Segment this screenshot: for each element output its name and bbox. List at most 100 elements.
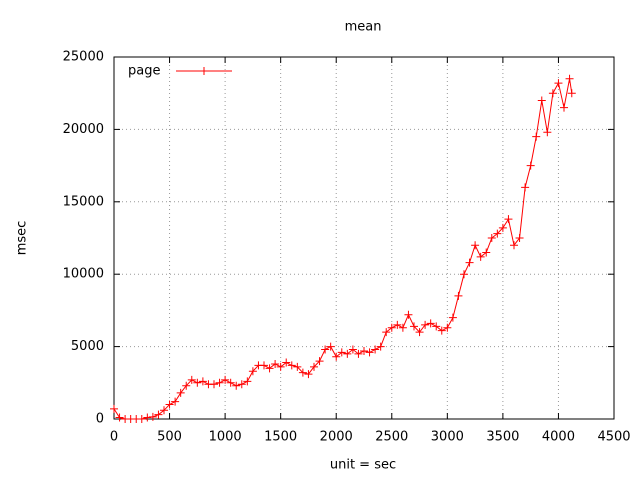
legend-label: page <box>128 64 160 79</box>
data-point <box>243 377 252 386</box>
data-point <box>248 367 257 376</box>
data-point <box>404 310 413 319</box>
data-point <box>210 380 218 389</box>
data-point <box>493 229 502 238</box>
x-tick-label: 4000 <box>542 430 575 445</box>
y-tick-label: 20000 <box>63 122 104 137</box>
data-point <box>193 378 202 387</box>
data-point <box>226 378 235 387</box>
data-point <box>543 128 552 137</box>
data-point <box>171 397 180 406</box>
data-point <box>567 89 576 98</box>
data-point <box>365 348 374 357</box>
x-tick-label: 500 <box>157 430 182 445</box>
data-point <box>310 362 318 371</box>
legend-marker <box>200 67 208 75</box>
y-tick-label: 0 <box>96 412 104 427</box>
chart-title: mean <box>345 20 382 35</box>
data-point <box>215 378 224 387</box>
data-point <box>143 413 152 422</box>
data-point <box>510 241 518 250</box>
data-point <box>160 406 168 415</box>
data-point <box>360 346 368 355</box>
data-point <box>348 345 357 354</box>
data-point <box>154 410 163 419</box>
data-point <box>515 234 524 242</box>
x-tick-label: 3000 <box>431 430 464 445</box>
data-point <box>343 349 352 358</box>
data-point <box>504 215 513 224</box>
x-tick-label: 3500 <box>486 430 519 445</box>
x-tick-label: 4500 <box>597 430 630 445</box>
data-point <box>315 357 324 366</box>
data-point <box>448 313 457 322</box>
data-point <box>237 380 246 389</box>
data-point <box>432 322 441 331</box>
data-point <box>421 320 430 329</box>
data-point <box>437 326 446 335</box>
y-tick-label: 10000 <box>63 267 104 282</box>
data-point <box>332 352 341 361</box>
data-point <box>371 345 380 354</box>
data-point <box>221 375 230 384</box>
data-point <box>304 370 313 379</box>
x-tick-label: 1500 <box>264 430 297 445</box>
data-point <box>282 358 291 367</box>
data-point <box>326 342 335 351</box>
data-line <box>113 78 573 420</box>
data-point <box>482 248 491 257</box>
data-point <box>487 234 496 242</box>
data-point <box>110 404 118 413</box>
data-point <box>321 345 330 354</box>
data-point <box>265 364 274 373</box>
y-tick-label: 15000 <box>63 194 104 209</box>
data-point <box>276 362 285 371</box>
x-tick-label: 2000 <box>320 430 353 445</box>
data-point <box>115 413 124 422</box>
data-point <box>165 400 174 409</box>
data-point <box>537 96 546 105</box>
data-point <box>382 328 391 337</box>
y-axis-label: msec <box>15 221 30 256</box>
data-point <box>148 412 157 421</box>
data-point <box>460 270 468 279</box>
data-point <box>410 322 418 331</box>
data-point <box>287 361 296 370</box>
data-point <box>476 252 485 261</box>
x-tick-label: 0 <box>110 430 118 445</box>
data-point <box>465 258 474 267</box>
plot-frame <box>113 56 615 420</box>
data-point <box>443 323 452 332</box>
data-point <box>271 359 280 368</box>
data-point <box>526 161 535 170</box>
data-point <box>554 79 563 88</box>
data-point <box>198 377 207 386</box>
data-point <box>471 241 480 250</box>
data-point <box>498 223 507 232</box>
x-tick-label: 1000 <box>209 430 242 445</box>
data-point <box>354 349 363 358</box>
data-point <box>548 89 557 98</box>
data-point <box>387 323 396 332</box>
data-point <box>337 348 346 357</box>
x-axis-label: unit = sec <box>330 458 396 473</box>
data-point <box>521 183 530 192</box>
data-point <box>532 132 541 141</box>
x-tick-label: 2500 <box>375 430 408 445</box>
data-point <box>137 415 146 423</box>
data-point <box>454 291 463 300</box>
data-point <box>293 362 302 371</box>
data-point <box>298 368 307 377</box>
data-point <box>232 381 241 390</box>
data-point <box>560 103 568 112</box>
data-point <box>376 342 385 351</box>
data-point <box>426 319 435 328</box>
data-point <box>565 74 574 83</box>
data-point <box>182 381 191 390</box>
y-tick-label: 5000 <box>71 339 104 354</box>
data-point <box>393 320 402 329</box>
data-point <box>260 361 268 370</box>
data-point <box>187 375 196 384</box>
y-tick-label: 25000 <box>63 50 104 65</box>
